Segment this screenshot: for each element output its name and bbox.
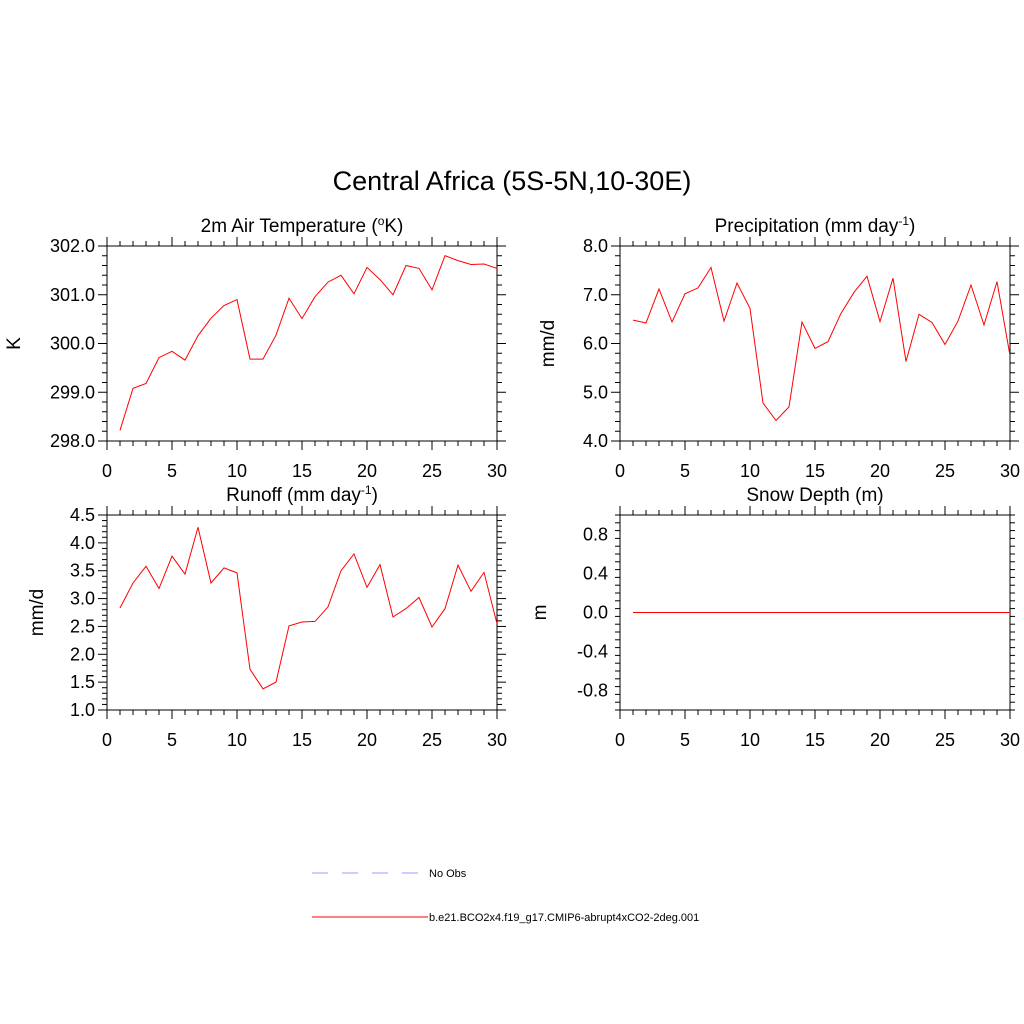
chart-panel-4: Snow Depth (m) 0 5 10 15 20 25 30 -0.8 -0.4 0.0 0.4… bbox=[530, 485, 1020, 750]
panels: 2m Air Temperature (oK)0 5 10 15 20 25 30298.0… bbox=[4, 214, 1020, 750]
panel-title-text: Runoff (mm day bbox=[226, 485, 361, 506]
y-tick-label: -0.4 bbox=[577, 642, 608, 662]
y-tick-label: 299.0 bbox=[50, 382, 95, 402]
x-tick-label: 15 bbox=[292, 730, 312, 750]
panel-title-text: Snow Depth (m) bbox=[746, 485, 883, 506]
y-tick-label: 0.0 bbox=[583, 603, 608, 623]
panel-title-text-end: K) bbox=[384, 216, 403, 237]
y-axis-label: m bbox=[530, 605, 551, 621]
series-line bbox=[119, 527, 497, 690]
x-tick-label: 5 bbox=[167, 461, 177, 481]
y-tick-label: 302.0 bbox=[50, 236, 95, 256]
x-tick-label: 30 bbox=[1000, 730, 1020, 750]
legend-obs-label: No Obs bbox=[429, 868, 467, 880]
y-tick-label: 1.5 bbox=[70, 672, 95, 692]
panel-title-superscript: -1 bbox=[361, 483, 372, 497]
plot-frame bbox=[619, 245, 1011, 442]
y-tick-label: 3.0 bbox=[70, 589, 95, 609]
y-tick-label: 1.0 bbox=[70, 700, 95, 720]
x-tick-label: 10 bbox=[740, 461, 760, 481]
x-tick-label: 10 bbox=[740, 730, 760, 750]
y-tick-label: 5.0 bbox=[583, 382, 608, 402]
y-tick-label: 4.0 bbox=[70, 533, 95, 553]
y-tick-label: 4.5 bbox=[70, 505, 95, 525]
y-axis-label: mm/d bbox=[538, 320, 559, 368]
chart-panel-2: Precipitation (mm day-1) 0 5 10 15 20 25 30 4.0 5… bbox=[538, 214, 1020, 481]
series-line bbox=[119, 255, 497, 431]
y-tick-label: 298.0 bbox=[50, 431, 95, 451]
x-tick-label: 25 bbox=[935, 461, 955, 481]
plot-frame bbox=[106, 245, 498, 442]
chart-panel-1: 2m Air Temperature (oK) 0 5 10 15 20 25 30 298.0… bbox=[4, 214, 507, 481]
y-axis-label: K bbox=[4, 337, 25, 350]
panel-title-text-end: ) bbox=[909, 216, 915, 237]
y-tick-label: 4.0 bbox=[583, 431, 608, 451]
y-tick-label: 6.0 bbox=[583, 334, 608, 354]
y-tick-label: 8.0 bbox=[583, 236, 608, 256]
y-axis-label: mm/d bbox=[27, 589, 48, 637]
y-tick-label: 300.0 bbox=[50, 334, 95, 354]
x-tick-label: 0 bbox=[615, 730, 625, 750]
x-tick-label: 15 bbox=[292, 461, 312, 481]
x-tick-label: 20 bbox=[870, 730, 890, 750]
x-tick-label: 15 bbox=[805, 461, 825, 481]
x-tick-label: 0 bbox=[615, 461, 625, 481]
y-tick-label: 301.0 bbox=[50, 285, 95, 305]
x-tick-label: 25 bbox=[422, 461, 442, 481]
panel-title: Snow Depth (m) bbox=[746, 485, 883, 506]
x-tick-label: 0 bbox=[102, 730, 112, 750]
legend: No Obs b.e21.BCO2x4.f19_g17.CMIP6-abrupt… bbox=[312, 868, 699, 924]
y-tick-label: 2.0 bbox=[70, 644, 95, 664]
x-tick-label: 0 bbox=[102, 461, 112, 481]
y-tick-label: 0.8 bbox=[583, 525, 608, 545]
y-tick-label: 2.5 bbox=[70, 616, 95, 636]
x-tick-label: 5 bbox=[680, 461, 690, 481]
chart-panel-3: Runoff (mm day-1) 0 5 10 15 20 25 30 1.0 1.5 2.0 2.… bbox=[27, 483, 507, 750]
x-tick-label: 10 bbox=[227, 461, 247, 481]
panel-title-text: Precipitation (mm day bbox=[715, 216, 899, 237]
y-tick-label: 0.4 bbox=[583, 564, 608, 584]
panel-title: Runoff (mm day-1) bbox=[226, 483, 378, 506]
panel-title: 2m Air Temperature (oK) bbox=[201, 214, 404, 237]
y-tick-label: 3.5 bbox=[70, 561, 95, 581]
panel-title-text-end: ) bbox=[372, 485, 378, 506]
figure-title: Central Africa (5S-5N,10-30E) bbox=[333, 166, 692, 196]
x-tick-label: 5 bbox=[680, 730, 690, 750]
y-tick-label: 7.0 bbox=[583, 285, 608, 305]
panel-title-text: 2m Air Temperature ( bbox=[201, 216, 379, 237]
panel-title: Precipitation (mm day-1) bbox=[715, 214, 916, 237]
panel-title-superscript: o bbox=[378, 214, 385, 228]
x-tick-label: 20 bbox=[870, 461, 890, 481]
x-tick-label: 30 bbox=[1000, 461, 1020, 481]
panel-title-superscript: -1 bbox=[898, 214, 909, 228]
x-tick-label: 15 bbox=[805, 730, 825, 750]
x-tick-label: 20 bbox=[357, 461, 377, 481]
x-tick-label: 30 bbox=[487, 461, 507, 481]
plot-frame bbox=[106, 514, 498, 711]
x-tick-label: 25 bbox=[422, 730, 442, 750]
series-line bbox=[632, 266, 1010, 422]
x-tick-label: 10 bbox=[227, 730, 247, 750]
x-tick-label: 25 bbox=[935, 730, 955, 750]
y-tick-label: -0.8 bbox=[577, 681, 608, 701]
legend-model-label: b.e21.BCO2x4.f19_g17.CMIP6-abrupt4xCO2-2… bbox=[429, 912, 699, 924]
x-tick-label: 30 bbox=[487, 730, 507, 750]
x-tick-label: 5 bbox=[167, 730, 177, 750]
x-tick-label: 20 bbox=[357, 730, 377, 750]
